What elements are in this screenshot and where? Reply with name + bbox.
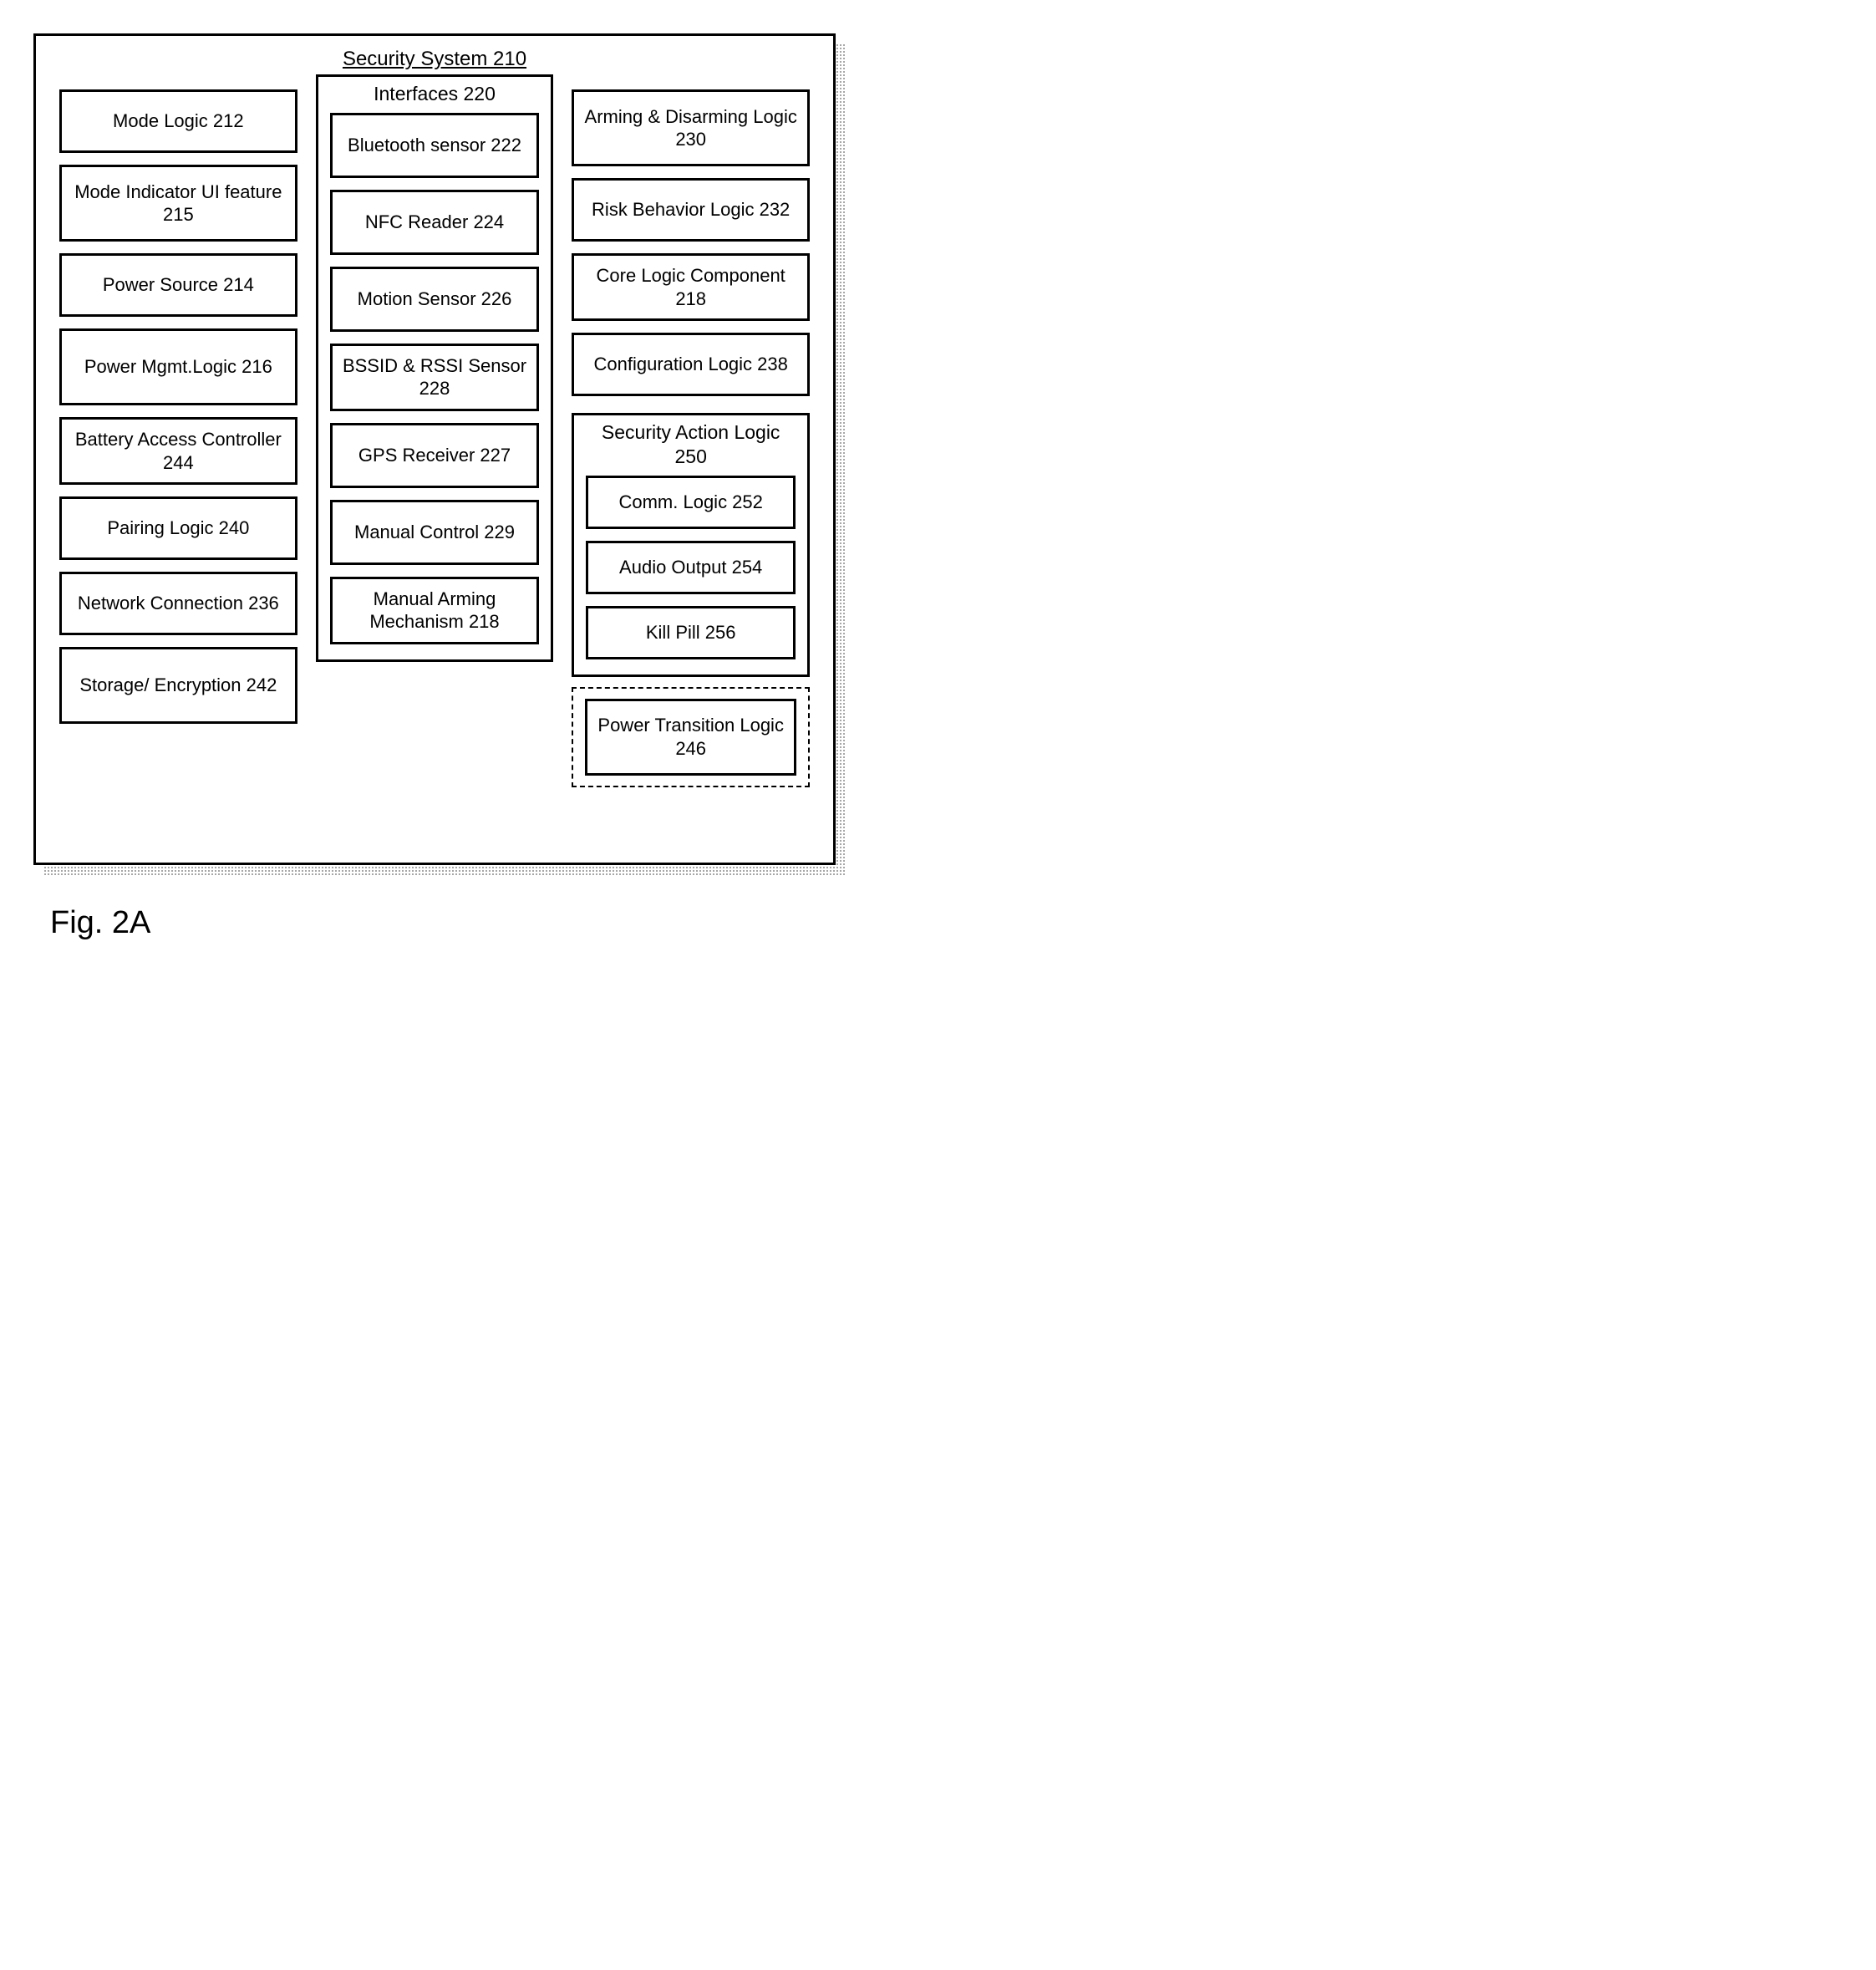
- block-risk-behavior: Risk Behavior Logic 232: [572, 178, 810, 242]
- security-action-title: Security Action Logic 250: [586, 420, 796, 469]
- block-bluetooth-sensor: Bluetooth sensor 222: [330, 113, 540, 178]
- security-action-container: Security Action Logic 250 Comm. Logic 25…: [572, 413, 810, 677]
- block-network-connection: Network Connection 236: [59, 572, 297, 635]
- interfaces-container: Interfaces 220 Bluetooth sensor 222 NFC …: [316, 74, 554, 662]
- block-gps-receiver: GPS Receiver 227: [330, 423, 540, 488]
- block-pairing-logic: Pairing Logic 240: [59, 496, 297, 560]
- dashed-container: Power Transition Logic 246: [572, 687, 810, 787]
- center-column: Interfaces 220 Bluetooth sensor 222 NFC …: [316, 74, 554, 662]
- block-manual-arming: Manual Arming Mechanism 218: [330, 577, 540, 644]
- block-storage-encryption: Storage/ Encryption 242: [59, 647, 297, 724]
- block-kill-pill: Kill Pill 256: [586, 606, 796, 659]
- block-power-mgmt: Power Mgmt.Logic 216: [59, 328, 297, 405]
- columns-layout: Mode Logic 212 Mode Indicator UI feature…: [59, 74, 810, 787]
- block-power-source: Power Source 214: [59, 253, 297, 317]
- block-nfc-reader: NFC Reader 224: [330, 190, 540, 255]
- block-battery-access: Battery Access Controller 244: [59, 417, 297, 485]
- block-audio-output: Audio Output 254: [586, 541, 796, 594]
- diagram-page: Security System 210 Mode Logic 212 Mode …: [33, 33, 869, 941]
- block-bssid-rssi: BSSID & RSSI Sensor 228: [330, 344, 540, 411]
- block-mode-logic: Mode Logic 212: [59, 89, 297, 153]
- right-column: Arming & Disarming Logic 230 Risk Behavi…: [572, 74, 810, 787]
- block-manual-control: Manual Control 229: [330, 500, 540, 565]
- figure-label: Fig. 2A: [50, 905, 869, 941]
- block-arming-disarming: Arming & Disarming Logic 230: [572, 89, 810, 166]
- security-system-container: Security System 210 Mode Logic 212 Mode …: [33, 33, 836, 865]
- block-motion-sensor: Motion Sensor 226: [330, 267, 540, 332]
- security-action-items: Comm. Logic 252 Audio Output 254 Kill Pi…: [586, 476, 796, 659]
- interfaces-items: Bluetooth sensor 222 NFC Reader 224 Moti…: [330, 113, 540, 644]
- interfaces-title: Interfaces 220: [330, 82, 540, 106]
- left-column: Mode Logic 212 Mode Indicator UI feature…: [59, 74, 297, 724]
- block-core-logic: Core Logic Component 218: [572, 253, 810, 321]
- block-comm-logic: Comm. Logic 252: [586, 476, 796, 529]
- block-configuration-logic: Configuration Logic 238: [572, 333, 810, 396]
- right-top-group: Arming & Disarming Logic 230 Risk Behavi…: [572, 89, 810, 396]
- block-mode-indicator: Mode Indicator UI feature 215: [59, 165, 297, 242]
- block-power-transition: Power Transition Logic 246: [585, 699, 796, 776]
- system-title: Security System 210: [59, 48, 810, 71]
